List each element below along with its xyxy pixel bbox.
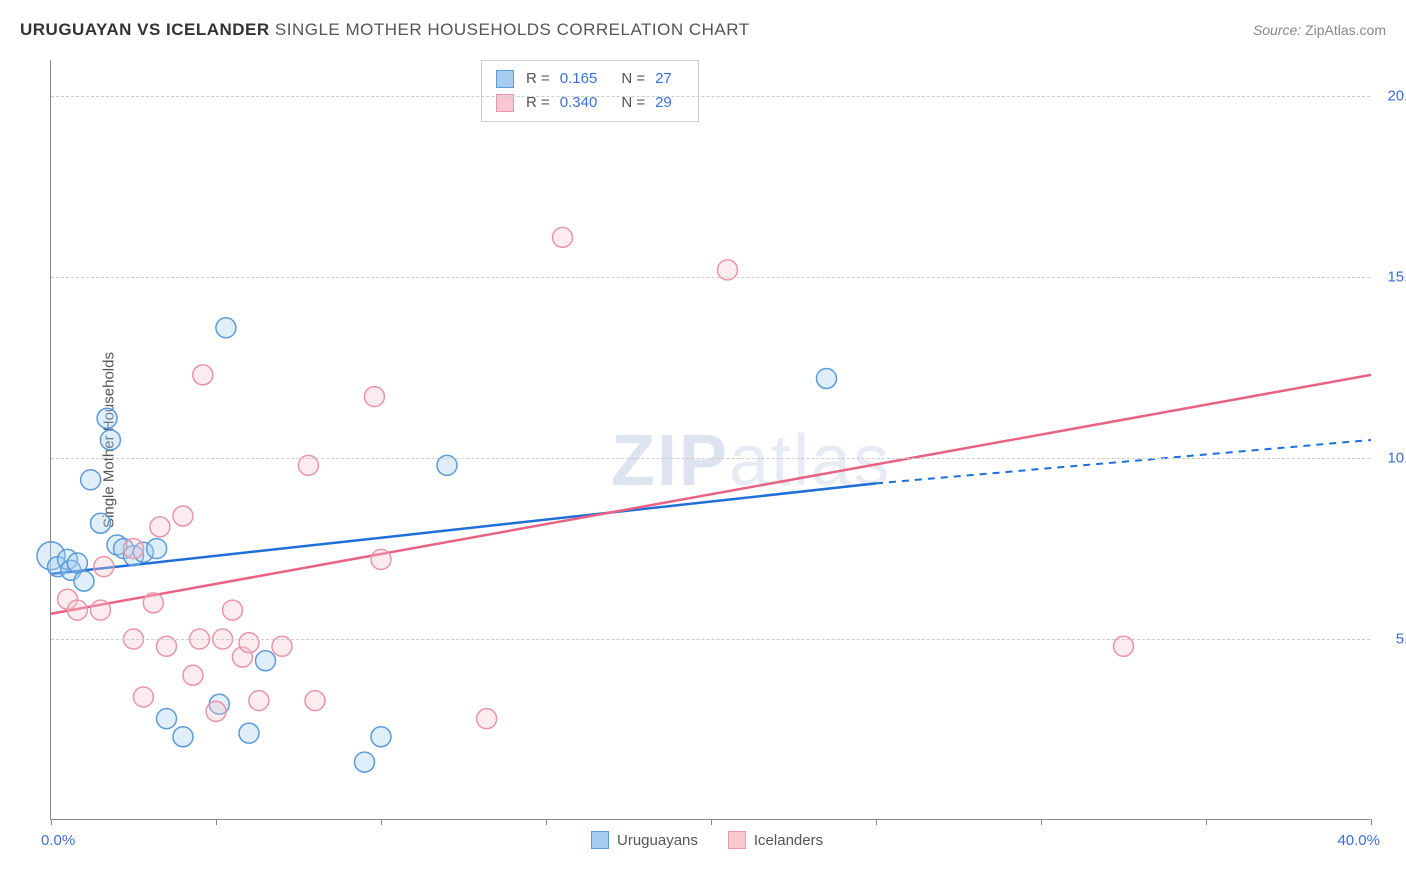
y-tick-label: 5.0% <box>1396 631 1406 648</box>
data-point <box>94 557 114 577</box>
data-point <box>183 665 203 685</box>
data-point <box>206 701 226 721</box>
x-tick <box>216 819 217 825</box>
n-label-2: N = <box>621 91 645 115</box>
data-point <box>305 691 325 711</box>
data-point <box>173 727 193 747</box>
chart-title: URUGUAYAN VS ICELANDER SINGLE MOTHER HOU… <box>20 20 750 39</box>
gridline <box>51 458 1370 459</box>
data-point <box>91 600 111 620</box>
data-point <box>256 651 276 671</box>
data-point <box>355 752 375 772</box>
title-bold: URUGUAYAN VS ICELANDER <box>20 20 270 39</box>
x-tick <box>876 819 877 825</box>
x-label-max: 40.0% <box>1337 832 1380 849</box>
legend-swatch-uruguayans <box>591 831 609 849</box>
data-point <box>193 365 213 385</box>
swatch-uruguayans <box>496 70 514 88</box>
data-point <box>100 430 120 450</box>
stats-legend-box: R = 0.165 N = 27 R = 0.340 N = 29 <box>481 60 699 122</box>
data-point <box>67 553 87 573</box>
stats-row-2: R = 0.340 N = 29 <box>496 91 684 115</box>
data-point <box>223 600 243 620</box>
n-label-1: N = <box>621 67 645 91</box>
regression-line <box>51 375 1371 614</box>
x-label-min: 0.0% <box>41 832 75 849</box>
scatter-svg <box>51 60 1370 819</box>
data-point <box>817 368 837 388</box>
gridline <box>51 639 1370 640</box>
gridline <box>51 277 1370 278</box>
r-label-1: R = <box>526 67 550 91</box>
legend-item-uruguayans: Uruguayans <box>591 831 698 849</box>
data-point <box>249 691 269 711</box>
y-tick-label: 20.0% <box>1387 88 1406 105</box>
data-point <box>216 318 236 338</box>
y-tick-label: 15.0% <box>1387 269 1406 286</box>
x-tick <box>381 819 382 825</box>
data-point <box>133 687 153 707</box>
data-point <box>150 517 170 537</box>
gridline <box>51 96 1370 97</box>
x-tick <box>1206 819 1207 825</box>
legend-label-uruguayans: Uruguayans <box>617 832 698 849</box>
data-point <box>371 727 391 747</box>
x-tick <box>51 819 52 825</box>
data-point <box>81 470 101 490</box>
x-tick <box>546 819 547 825</box>
legend-label-icelanders: Icelanders <box>754 832 823 849</box>
chart-header: URUGUAYAN VS ICELANDER SINGLE MOTHER HOU… <box>20 20 1386 50</box>
data-point <box>143 593 163 613</box>
r-value-1: 0.165 <box>560 67 598 91</box>
n-value-1: 27 <box>655 67 672 91</box>
x-tick <box>1371 819 1372 825</box>
data-point <box>67 600 87 620</box>
r-value-2: 0.340 <box>560 91 598 115</box>
x-tick <box>1041 819 1042 825</box>
legend-item-icelanders: Icelanders <box>728 831 823 849</box>
y-tick-label: 10.0% <box>1387 450 1406 467</box>
title-rest: SINGLE MOTHER HOUSEHOLDS CORRELATION CHA… <box>270 20 750 39</box>
data-point <box>239 633 259 653</box>
data-point <box>371 549 391 569</box>
source-label: Source: <box>1253 22 1305 38</box>
stats-row-1: R = 0.165 N = 27 <box>496 67 684 91</box>
data-point <box>74 571 94 591</box>
regression-line-dashed <box>876 440 1371 483</box>
data-point <box>147 539 167 559</box>
n-value-2: 29 <box>655 91 672 115</box>
regression-line <box>51 483 876 573</box>
data-point <box>364 387 384 407</box>
r-label-2: R = <box>526 91 550 115</box>
x-tick <box>711 819 712 825</box>
data-point <box>553 227 573 247</box>
data-point <box>239 723 259 743</box>
data-point <box>124 539 144 559</box>
legend-swatch-icelanders <box>728 831 746 849</box>
source-value: ZipAtlas.com <box>1305 22 1386 38</box>
data-point <box>173 506 193 526</box>
data-point <box>91 513 111 533</box>
data-point <box>157 709 177 729</box>
source-attribution: Source: ZipAtlas.com <box>1253 22 1386 38</box>
data-point <box>477 709 497 729</box>
data-point <box>97 408 117 428</box>
legend-bottom: Uruguayans Icelanders <box>591 831 823 849</box>
chart-plot-area: Single Mother Households ZIPatlas R = 0.… <box>50 60 1370 820</box>
